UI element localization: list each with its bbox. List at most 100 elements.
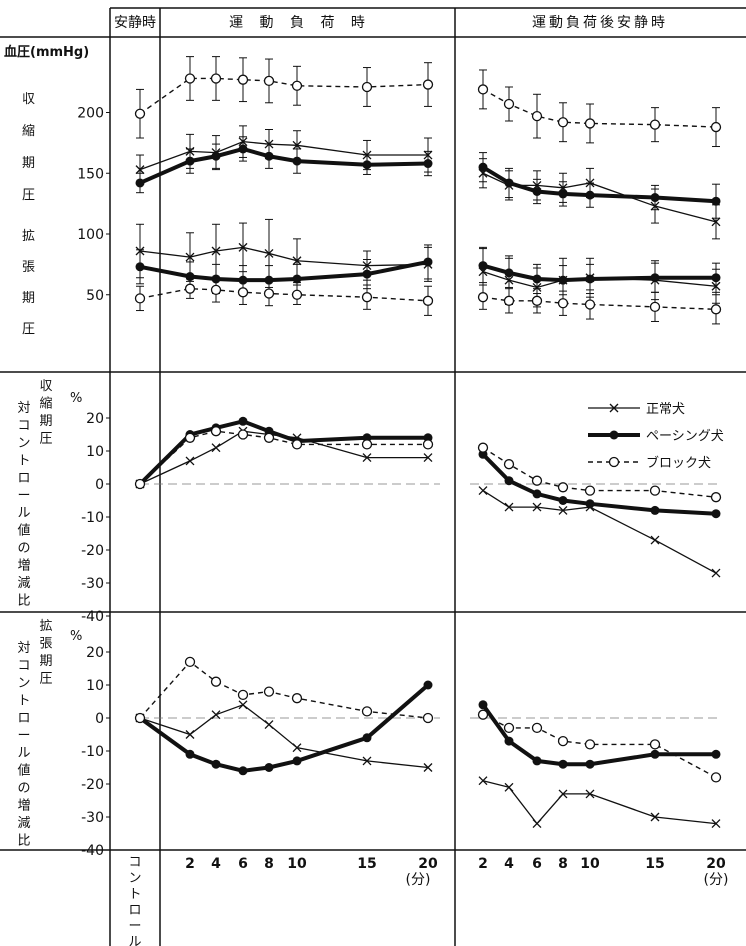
dia-ratio-block-point-5 xyxy=(291,693,303,704)
dia-ratio-pacing-point-4 xyxy=(264,763,274,772)
header-post: 運動負荷後安静時 xyxy=(532,15,668,31)
side-sys-b-char-4: ロ xyxy=(17,471,30,486)
sys-ratio-normal-point-10 xyxy=(532,502,542,512)
dia-ratio-block-point-13 xyxy=(649,739,661,750)
legend-marker-pacing xyxy=(609,430,619,440)
sys-y-tick--20: -20 xyxy=(81,543,104,559)
bp-diastolic-normal-point-5 xyxy=(292,256,302,266)
diastolic-side-label-1: 拡 xyxy=(22,229,35,244)
bp-systolic-pacing-point-3 xyxy=(238,144,248,154)
bp-diastolic-block-point-13 xyxy=(649,301,661,313)
sys-y-tick-10: 10 xyxy=(86,444,104,460)
bp-systolic-block-point-9 xyxy=(503,98,515,110)
sys-ratio-normal-point-7 xyxy=(423,453,433,463)
bp-diastolic-pacing-point-13 xyxy=(650,273,660,283)
dia-ratio-normal-point-14 xyxy=(711,819,721,829)
dia-ratio-normal-point-3 xyxy=(238,700,248,710)
x-unit-post: (分) xyxy=(704,872,729,888)
control-label-char-1: ン xyxy=(128,871,141,886)
dia-ratio-block-point-2 xyxy=(210,676,222,687)
dia-ratio-pacing-point-9 xyxy=(504,736,514,746)
sys-ratio-block-point-0 xyxy=(134,478,146,490)
dia-ratio-pacing-point-1 xyxy=(185,749,195,759)
dia-ratio-block-point-1 xyxy=(184,656,196,668)
side-sys-a-char-2: 期 xyxy=(39,414,52,429)
dia-ratio-block-line-exercise xyxy=(139,660,429,719)
control-label-char-0: コ xyxy=(128,855,141,870)
side-dia-b-char-9: 増 xyxy=(17,799,30,814)
bp-diastolic-block-point-8 xyxy=(477,292,489,303)
bp-diastolic-block-point-1 xyxy=(184,283,196,294)
dia-ratio-pacing-point-3 xyxy=(238,766,248,776)
sys-ratio-normal-point-11 xyxy=(558,505,568,515)
dia-y-tick--20: -20 xyxy=(81,777,104,793)
bp-systolic-block-point-6 xyxy=(361,81,373,93)
bp-diastolic-block-point-4 xyxy=(263,288,275,299)
dia-ratio-normal-point-9 xyxy=(504,782,514,792)
side-dia-a-char-0: 拡 xyxy=(39,619,52,634)
side-sys-b-char-9: 増 xyxy=(17,559,30,574)
bp-diastolic-block-point-14 xyxy=(710,304,722,315)
legend-marker-block xyxy=(608,456,620,468)
bp-systolic-pacing-point-9 xyxy=(504,178,514,188)
dia-ratio-block-point-8 xyxy=(477,709,489,720)
bp-diastolic-pacing-point-4 xyxy=(264,275,274,285)
x-tick-exercise-4: 4 xyxy=(211,856,221,872)
x-unit-exercise: (分) xyxy=(406,872,431,888)
x-tick-exercise-10: 10 xyxy=(287,856,307,872)
dia-y-tick-20: 20 xyxy=(86,645,104,661)
sys-ratio-block-point-9 xyxy=(503,459,515,470)
side-dia-b-char-7: 値 xyxy=(17,763,30,779)
bp-systolic-block-point-10 xyxy=(531,110,543,122)
sys-ratio-normal-point-9 xyxy=(504,502,514,512)
sys-ratio-block-point-14 xyxy=(710,492,722,503)
bp-systolic-normal-point-0 xyxy=(135,165,145,175)
bp-systolic-block-line-exercise xyxy=(139,77,429,115)
sys-ratio-normal-point-13 xyxy=(650,535,660,545)
bp-systolic-block-point-5 xyxy=(291,80,303,91)
diastolic-side-label-4: 圧 xyxy=(22,322,35,337)
sys-y-tick-0: 0 xyxy=(95,477,104,493)
systolic-side-label-2: 縮 xyxy=(22,123,35,139)
dia-ratio-block-point-0 xyxy=(134,712,146,724)
side-dia-b-char-6: ル xyxy=(17,746,30,761)
side-sys-b-char-11: 比 xyxy=(17,594,30,609)
y-tick-labels: 2001501005020100-10-20-30-4020100-10-20-… xyxy=(77,106,110,859)
bp-diastolic-block-point-6 xyxy=(361,292,373,303)
bp-systolic-block-point-7 xyxy=(422,79,434,90)
bp-diastolic-block-point-9 xyxy=(503,295,515,306)
dia-ratio-normal-point-1 xyxy=(185,730,195,739)
x-tick-exercise-2: 2 xyxy=(185,856,195,872)
bp-systolic-pacing-point-11 xyxy=(558,189,568,199)
side-dia-b-char-1: コ xyxy=(17,659,30,674)
dia-ratio-block-point-14 xyxy=(710,772,722,783)
bp-systolic-pacing-point-8 xyxy=(478,162,488,172)
side-dia-b-char-8: の xyxy=(17,781,30,796)
sys-ratio-pacing-point-11 xyxy=(558,496,568,505)
bp-systolic-block-point-13 xyxy=(649,119,661,130)
sys-ratio-normal-point-6 xyxy=(362,453,372,463)
control-label-char-5: ル xyxy=(128,935,141,946)
dia-y-tick-10: 10 xyxy=(86,678,104,694)
dia-ratio-normal-point-6 xyxy=(362,756,372,766)
dia-ratio-normal-point-12 xyxy=(585,789,595,799)
control-label-char-4: ー xyxy=(128,919,141,934)
dia-ratio-pacing-point-13 xyxy=(650,749,660,759)
dia-ratio-normal-line-post xyxy=(482,780,717,825)
bp-systolic-normal-point-14 xyxy=(711,217,721,227)
sys-y-tick-20: 20 xyxy=(86,411,104,427)
dia-ratio-block-point-6 xyxy=(361,706,373,717)
sys-ratio-normal-point-1 xyxy=(185,456,195,466)
side-sys-b-char-7: 値 xyxy=(17,523,30,539)
bp-diastolic-block-line-exercise xyxy=(139,287,429,302)
x-tick-exercise-6: 6 xyxy=(238,856,248,872)
percent-mark-systolic: % xyxy=(70,391,82,406)
bp-y-tick-100: 100 xyxy=(77,227,104,243)
x-tick-exercise-8: 8 xyxy=(264,856,274,872)
bp-systolic-pacing-line-post xyxy=(481,165,717,204)
dia-y-tick--10: -10 xyxy=(81,744,104,760)
x-tick-post-15: 15 xyxy=(645,856,664,872)
